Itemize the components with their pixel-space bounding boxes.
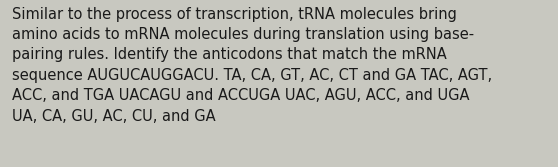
Text: Similar to the process of transcription, tRNA molecules bring
amino acids to mRN: Similar to the process of transcription,… [12,7,492,124]
